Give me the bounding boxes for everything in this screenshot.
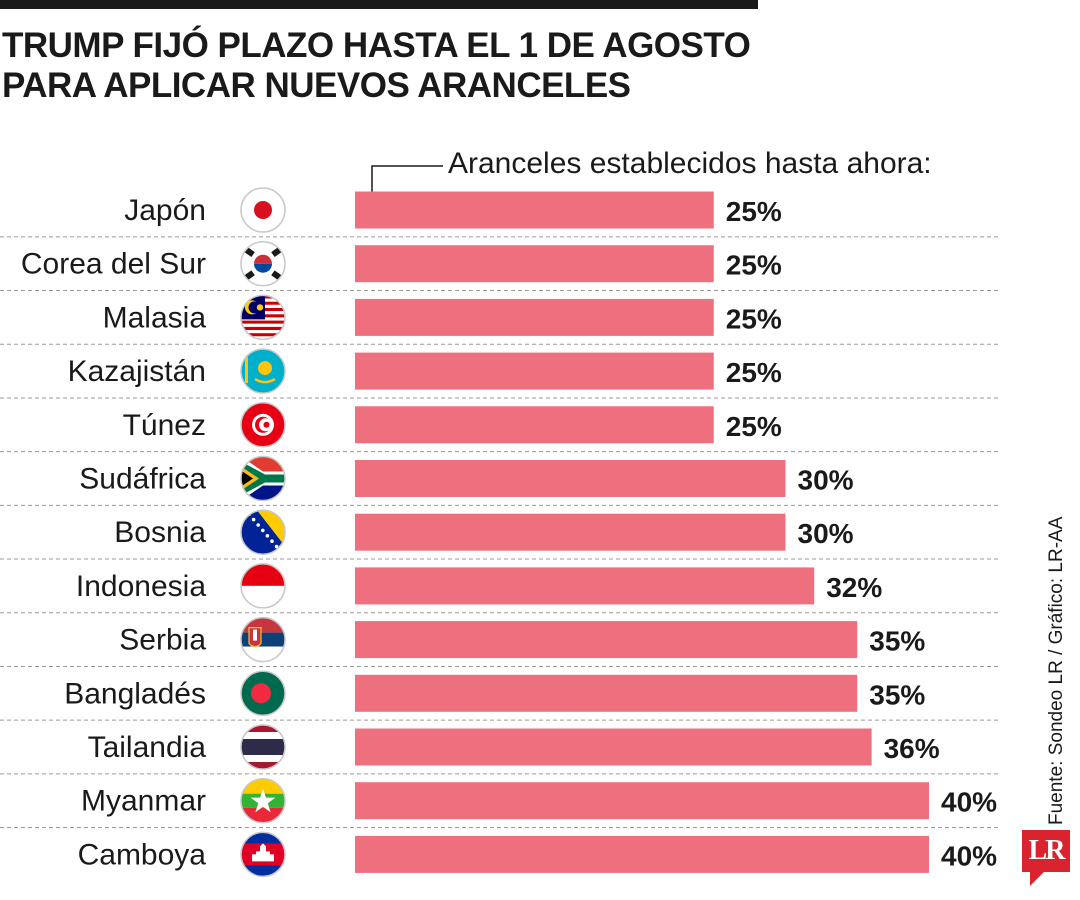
bosnia-flag-icon: [240, 509, 286, 555]
chart-title: TRUMP FIJÓ PLAZO HASTA EL 1 DE AGOSTO PA…: [2, 26, 751, 106]
bar-Japón: [355, 191, 714, 229]
tunisia-flag-icon: [240, 402, 286, 448]
bar-Corea del Sur: [355, 245, 714, 283]
indonesia-flag-icon: [240, 563, 286, 609]
category-label: Sudáfrica: [79, 463, 206, 496]
chart-title-line-1: TRUMP FIJÓ PLAZO HASTA EL 1 DE AGOSTO: [2, 26, 751, 65]
kazakhstan-flag-icon: [240, 348, 286, 394]
lr-logo-tail: [1030, 872, 1044, 886]
bars: [355, 191, 929, 873]
bar-Túnez: [355, 406, 714, 444]
value-label: 35%: [869, 679, 925, 710]
value-label: 25%: [726, 250, 782, 281]
category-label: Tailandia: [88, 731, 207, 764]
category-label: Bosnia: [114, 516, 206, 549]
category-label: Bangladés: [64, 677, 206, 710]
bar-Malasia: [355, 298, 714, 336]
bar-Serbia: [355, 621, 858, 659]
bar-Bosnia: [355, 513, 786, 551]
bar-Camboya: [355, 835, 929, 873]
category-label: Camboya: [78, 838, 207, 871]
value-label: 40%: [941, 840, 997, 871]
value-label: 36%: [884, 733, 940, 764]
south-korea-flag-icon: [240, 240, 286, 287]
labels: Japón 25% Corea del Sur 25% Malasia 25% Kazaji…: [21, 194, 997, 871]
bar-Kazajistán: [355, 352, 714, 390]
callout-line: [371, 165, 443, 196]
category-label: Corea del Sur: [21, 248, 206, 281]
category-label: Malasia: [103, 301, 207, 334]
bar-Sudáfrica: [355, 460, 786, 497]
thailand-flag-icon: [240, 724, 286, 770]
value-label: 30%: [798, 465, 854, 496]
bangladesh-flag-icon: [240, 670, 286, 717]
lr-logo: LR: [1022, 830, 1070, 872]
source-note: Fuente: Sondeo LR / Gráfico: LR-AA: [1046, 516, 1067, 825]
serbia-flag-icon: [240, 616, 286, 663]
chart-subtitle: Aranceles establecidos hasta ahora:: [448, 147, 932, 180]
myanmar-flag-icon: [240, 777, 286, 824]
category-label: Kazajistán: [68, 355, 206, 388]
bar-Indonesia: [355, 567, 815, 605]
value-label: 25%: [726, 303, 782, 334]
top-rule: [0, 0, 758, 9]
malaysia-flag-icon: [240, 294, 286, 341]
flags: [240, 187, 286, 878]
value-label: 35%: [869, 626, 925, 657]
japan-flag-icon: [240, 187, 286, 233]
value-label: 25%: [726, 411, 782, 442]
south-africa-flag-icon: [240, 455, 286, 502]
row-separators: [0, 236, 1000, 829]
category-label: Myanmar: [81, 785, 206, 818]
category-label: Serbia: [119, 624, 206, 657]
value-label: 25%: [726, 196, 782, 227]
category-label: Indonesia: [76, 570, 206, 603]
value-label: 25%: [726, 357, 782, 388]
cambodia-flag-icon: [240, 831, 286, 878]
value-label: 40%: [941, 787, 997, 818]
chart-title-line-2: PARA APLICAR NUEVOS ARANCELES: [2, 66, 631, 105]
category-label: Túnez: [123, 409, 206, 442]
value-label: 32%: [826, 572, 882, 603]
category-label: Japón: [124, 194, 206, 227]
bar-Myanmar: [355, 782, 929, 820]
bar-Tailandia: [355, 728, 872, 766]
value-label: 30%: [798, 518, 854, 549]
bar-Bangladés: [355, 674, 858, 712]
